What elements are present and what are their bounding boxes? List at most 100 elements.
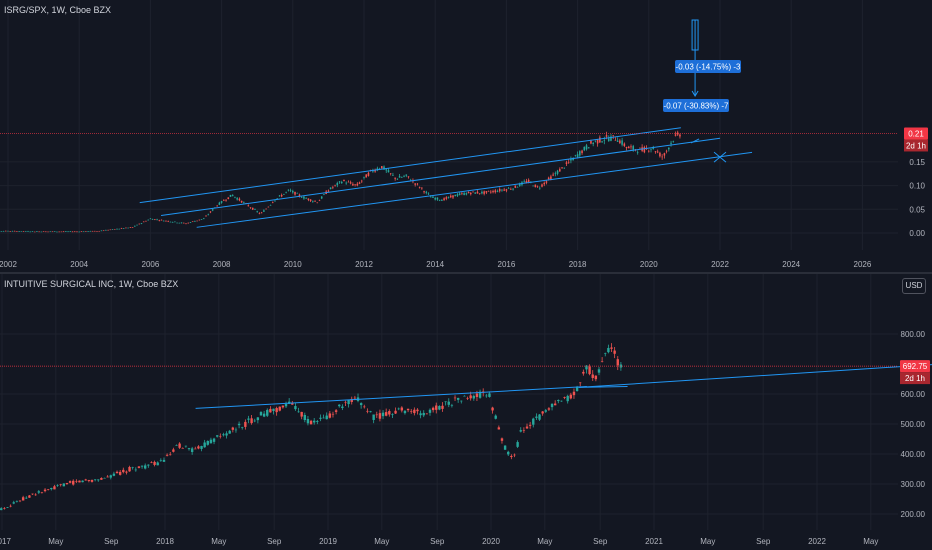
candle-body bbox=[627, 146, 630, 149]
candle-body bbox=[215, 435, 219, 437]
candle-body bbox=[267, 206, 270, 208]
candle-body bbox=[176, 222, 178, 224]
candle-body bbox=[312, 201, 314, 202]
candle-body bbox=[461, 193, 463, 194]
candle-body bbox=[300, 411, 303, 417]
candle-body bbox=[296, 192, 299, 194]
x-tick-label: 2016 bbox=[498, 260, 516, 269]
candle-body bbox=[225, 433, 228, 436]
candle-body bbox=[312, 420, 316, 423]
candle-body bbox=[174, 221, 176, 223]
candle-body bbox=[665, 150, 668, 152]
candle-body bbox=[334, 410, 338, 412]
candle-body bbox=[621, 140, 623, 145]
candle-body bbox=[216, 205, 218, 207]
candle-body bbox=[507, 451, 510, 455]
pane-separator[interactable] bbox=[0, 272, 932, 274]
candle-body bbox=[81, 480, 84, 483]
candle-body bbox=[16, 231, 18, 232]
candle-body bbox=[363, 406, 366, 408]
candle-body bbox=[53, 486, 56, 490]
candle-body bbox=[463, 193, 465, 195]
candle-body bbox=[516, 442, 519, 447]
candle-body bbox=[466, 398, 469, 399]
candle-body bbox=[194, 448, 197, 450]
candle-body bbox=[478, 391, 482, 398]
candle-body bbox=[87, 480, 91, 482]
candle-body bbox=[441, 405, 444, 409]
candle-body bbox=[597, 369, 601, 373]
bottom-chart-svg[interactable]: 200.00 300.00 400.00 500.00 600.00 800.00 692.… bbox=[0, 274, 932, 546]
candle-body bbox=[58, 231, 60, 233]
candle-body bbox=[579, 382, 582, 384]
candle-body bbox=[105, 230, 107, 231]
candle-body bbox=[276, 198, 279, 199]
candle-body bbox=[297, 411, 300, 413]
x-tick-label: Sep bbox=[430, 537, 445, 546]
candle-body bbox=[613, 350, 616, 354]
candle-body bbox=[156, 219, 158, 221]
candle-body bbox=[241, 427, 244, 428]
candle-body bbox=[510, 189, 512, 190]
candle-body bbox=[247, 205, 250, 207]
candle-body bbox=[171, 222, 174, 223]
candle-body bbox=[314, 201, 316, 202]
y-tick-label: 600.00 bbox=[901, 390, 926, 399]
candle-body bbox=[541, 411, 544, 414]
y-tick-label: 300.00 bbox=[901, 480, 926, 489]
candle-body bbox=[18, 500, 22, 502]
candle-body bbox=[572, 391, 576, 396]
candle-body bbox=[65, 483, 69, 485]
candle-body bbox=[445, 197, 448, 199]
candle-body bbox=[300, 197, 303, 198]
candle-body bbox=[187, 222, 190, 224]
x-tick-label: 2020 bbox=[482, 537, 500, 546]
candle-body bbox=[557, 400, 560, 402]
x-tick-label: 2019 bbox=[319, 537, 337, 546]
candle-body bbox=[103, 477, 106, 479]
candle-body bbox=[550, 403, 554, 408]
top-chart-svg[interactable]: -0.03 (-14.75%) -3 -0.07 (-30.83%) -7 0.0… bbox=[0, 0, 932, 272]
candle-body bbox=[387, 170, 390, 173]
x-tick-label: May bbox=[700, 537, 715, 546]
candle-body bbox=[663, 153, 666, 156]
candle-body bbox=[358, 182, 361, 184]
candle-body bbox=[460, 400, 463, 402]
candle-body bbox=[670, 142, 672, 144]
candle-body bbox=[9, 231, 12, 232]
candle-body bbox=[592, 142, 594, 144]
x-tick-label: Sep bbox=[267, 537, 282, 546]
candle-body bbox=[352, 184, 354, 186]
candle-body bbox=[385, 169, 388, 171]
candle-body bbox=[305, 198, 307, 199]
candle-body bbox=[458, 193, 461, 195]
top-chart-pane[interactable]: -0.03 (-14.75%) -3 -0.07 (-30.83%) -7 0.0… bbox=[0, 0, 932, 272]
x-tick-label: 2024 bbox=[782, 260, 800, 269]
candle-body bbox=[284, 403, 288, 407]
candle-body bbox=[444, 401, 447, 403]
currency-button[interactable]: USD bbox=[902, 278, 926, 294]
candle-body bbox=[93, 479, 97, 481]
candle-body bbox=[676, 132, 679, 135]
candle-body bbox=[350, 398, 353, 402]
candle-body bbox=[488, 393, 491, 397]
candle-body bbox=[231, 195, 234, 197]
x-tick-label: Sep bbox=[756, 537, 771, 546]
candle-body bbox=[472, 191, 474, 193]
channel-line-1 bbox=[139, 127, 681, 204]
candle-body bbox=[632, 146, 635, 150]
candle-body bbox=[416, 409, 419, 412]
bottom-chart-pane[interactable]: 200.00 300.00 400.00 500.00 600.00 800.00 692.… bbox=[0, 274, 932, 546]
candle-body bbox=[523, 181, 525, 183]
countdown-label: 2d 1h bbox=[906, 141, 926, 150]
candle-body bbox=[487, 190, 490, 192]
price-label-bg bbox=[904, 127, 928, 140]
candle-body bbox=[612, 135, 614, 137]
candle-body bbox=[294, 191, 296, 195]
x-tick-label: 2022 bbox=[711, 260, 729, 269]
candle-body bbox=[623, 143, 626, 147]
candle-body bbox=[56, 231, 58, 233]
candle-body bbox=[527, 179, 530, 183]
candle-body bbox=[80, 231, 83, 233]
candle-body bbox=[338, 404, 341, 407]
